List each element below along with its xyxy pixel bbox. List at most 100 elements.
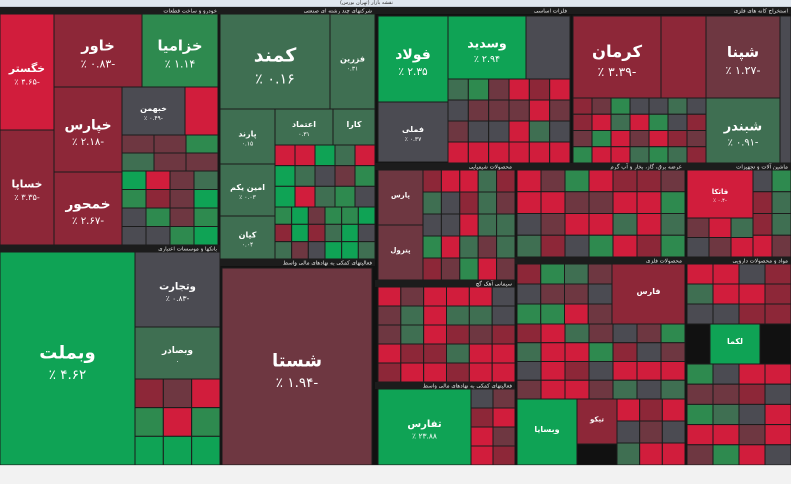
stock-tile[interactable] bbox=[53, 13, 143, 88]
minor-tile[interactable] bbox=[660, 234, 686, 258]
minor-tile[interactable] bbox=[468, 324, 493, 345]
minor-tile[interactable] bbox=[440, 191, 461, 215]
minor-tile[interactable] bbox=[516, 361, 542, 381]
minor-tile[interactable] bbox=[477, 213, 498, 237]
stock-tile[interactable] bbox=[0, 129, 55, 246]
minor-tile[interactable] bbox=[470, 426, 494, 447]
minor-tile[interactable] bbox=[712, 283, 740, 305]
minor-tile[interactable] bbox=[588, 191, 614, 214]
minor-tile[interactable] bbox=[572, 97, 593, 115]
minor-tile[interactable] bbox=[636, 342, 662, 362]
minor-tile[interactable] bbox=[422, 213, 442, 237]
minor-tile[interactable] bbox=[440, 213, 461, 237]
minor-tile[interactable] bbox=[764, 283, 791, 305]
minor-tile[interactable] bbox=[447, 120, 469, 143]
minor-tile[interactable] bbox=[686, 383, 714, 405]
minor-tile[interactable] bbox=[467, 141, 490, 164]
minor-tile[interactable] bbox=[667, 130, 688, 148]
minor-tile[interactable] bbox=[153, 152, 187, 172]
minor-tile[interactable] bbox=[686, 303, 714, 325]
minor-tile[interactable] bbox=[738, 363, 766, 385]
minor-tile[interactable] bbox=[145, 170, 171, 190]
stock-tile[interactable] bbox=[377, 169, 424, 226]
minor-tile[interactable] bbox=[145, 226, 171, 246]
minor-tile[interactable] bbox=[334, 144, 356, 167]
minor-tile[interactable] bbox=[610, 97, 631, 115]
minor-tile[interactable] bbox=[446, 362, 470, 383]
minor-tile[interactable] bbox=[572, 113, 593, 131]
minor-tile[interactable] bbox=[496, 257, 516, 281]
minor-tile[interactable] bbox=[491, 324, 516, 345]
minor-tile[interactable] bbox=[660, 342, 686, 362]
minor-tile[interactable] bbox=[423, 305, 447, 326]
minor-tile[interactable] bbox=[423, 324, 447, 345]
minor-tile[interactable] bbox=[121, 170, 147, 190]
minor-tile[interactable] bbox=[588, 169, 614, 193]
minor-tile[interactable] bbox=[516, 234, 542, 258]
minor-tile[interactable] bbox=[508, 99, 530, 122]
minor-tile[interactable] bbox=[572, 146, 593, 164]
minor-tile[interactable] bbox=[612, 323, 638, 344]
minor-tile[interactable] bbox=[771, 169, 791, 193]
minor-tile[interactable] bbox=[459, 191, 479, 215]
minor-tile[interactable] bbox=[708, 237, 732, 258]
minor-tile[interactable] bbox=[528, 141, 551, 164]
minor-tile[interactable] bbox=[377, 305, 402, 326]
minor-tile[interactable] bbox=[564, 213, 590, 236]
minor-tile[interactable] bbox=[516, 303, 542, 325]
stock-tile[interactable] bbox=[134, 251, 221, 328]
minor-tile[interactable] bbox=[667, 146, 688, 164]
minor-tile[interactable] bbox=[525, 15, 571, 80]
minor-tile[interactable] bbox=[447, 78, 469, 101]
minor-tile[interactable] bbox=[564, 323, 590, 344]
minor-tile[interactable] bbox=[440, 235, 461, 259]
minor-tile[interactable] bbox=[660, 191, 686, 214]
minor-tile[interactable] bbox=[121, 134, 155, 154]
minor-tile[interactable] bbox=[528, 99, 551, 122]
minor-tile[interactable] bbox=[712, 383, 740, 405]
minor-tile[interactable] bbox=[354, 165, 376, 187]
minor-tile[interactable] bbox=[491, 305, 516, 326]
minor-tile[interactable] bbox=[708, 217, 732, 238]
minor-tile[interactable] bbox=[423, 286, 447, 307]
minor-tile[interactable] bbox=[400, 343, 425, 364]
minor-tile[interactable] bbox=[496, 235, 516, 259]
minor-tile[interactable] bbox=[686, 424, 714, 446]
minor-tile[interactable] bbox=[193, 226, 219, 246]
stock-tile[interactable] bbox=[611, 263, 686, 325]
minor-tile[interactable] bbox=[491, 362, 516, 383]
minor-tile[interactable] bbox=[134, 378, 164, 409]
minor-tile[interactable] bbox=[492, 388, 516, 409]
minor-tile[interactable] bbox=[377, 324, 402, 345]
minor-tile[interactable] bbox=[467, 120, 490, 143]
minor-tile[interactable] bbox=[636, 323, 662, 344]
minor-tile[interactable] bbox=[540, 169, 566, 193]
market-treemap[interactable]: خودرو و ساخت قطعات خگستر -۴.۶۵ ٪ خساپا -۳.۳۵… bbox=[0, 6, 791, 466]
minor-tile[interactable] bbox=[629, 146, 650, 164]
minor-tile[interactable] bbox=[587, 283, 613, 305]
minor-tile[interactable] bbox=[193, 170, 219, 190]
minor-tile[interactable] bbox=[291, 206, 309, 225]
minor-tile[interactable] bbox=[324, 223, 343, 243]
minor-tile[interactable] bbox=[540, 323, 566, 344]
minor-tile[interactable] bbox=[467, 78, 490, 101]
minor-tile[interactable] bbox=[446, 324, 470, 345]
minor-tile[interactable] bbox=[752, 169, 773, 193]
stock-tile[interactable] bbox=[576, 398, 618, 445]
minor-tile[interactable] bbox=[764, 363, 791, 385]
minor-tile[interactable] bbox=[169, 189, 195, 209]
minor-tile[interactable] bbox=[587, 263, 613, 285]
minor-tile[interactable] bbox=[377, 286, 402, 307]
minor-tile[interactable] bbox=[145, 189, 171, 209]
minor-tile[interactable] bbox=[752, 191, 773, 214]
minor-tile[interactable] bbox=[423, 362, 447, 383]
minor-tile[interactable] bbox=[459, 235, 479, 259]
minor-tile[interactable] bbox=[660, 323, 686, 344]
minor-tile[interactable] bbox=[712, 444, 740, 466]
minor-tile[interactable] bbox=[639, 398, 663, 422]
minor-tile[interactable] bbox=[738, 263, 766, 285]
minor-tile[interactable] bbox=[422, 191, 442, 215]
minor-tile[interactable] bbox=[636, 191, 662, 214]
minor-tile[interactable] bbox=[616, 442, 641, 466]
minor-tile[interactable] bbox=[667, 97, 688, 115]
